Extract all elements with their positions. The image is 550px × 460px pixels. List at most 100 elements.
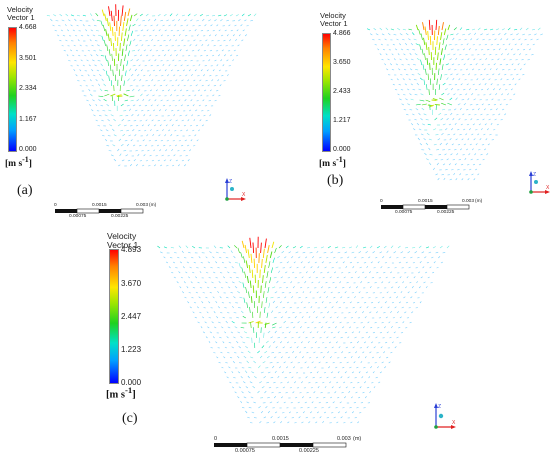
velocity-vector (334, 326, 337, 329)
velocity-vector (130, 59, 134, 62)
velocity-vector (138, 104, 142, 107)
velocity-vector (253, 401, 256, 404)
velocity-vector (419, 261, 422, 264)
velocity-vector (299, 351, 302, 354)
velocity-vector (348, 286, 351, 289)
velocity-vector (126, 18, 129, 27)
velocity-vector (394, 48, 398, 51)
velocity-vector (510, 33, 513, 36)
velocity-vector (381, 59, 384, 61)
velocity-vector (409, 68, 413, 71)
velocity-vector (224, 331, 227, 334)
velocity-vector (275, 346, 278, 349)
velocity-vector (118, 138, 122, 142)
velocity-vector (486, 33, 489, 36)
velocity-vector (229, 14, 233, 17)
velocity-vector (129, 164, 133, 167)
velocity-vector (438, 84, 441, 91)
velocity-vector (496, 43, 500, 46)
velocity-vector (333, 296, 336, 299)
velocity-vector (489, 68, 492, 71)
velocity-vector (466, 109, 469, 111)
velocity-vector (215, 341, 218, 344)
velocity-vector (468, 114, 471, 116)
velocity-vector (298, 336, 301, 339)
velocity-vector (189, 149, 192, 152)
velocity-vector (351, 396, 353, 399)
velocity-vector (291, 296, 294, 299)
velocity-vector (108, 150, 112, 152)
velocity-vector (253, 258, 256, 269)
velocity-vector (525, 54, 528, 56)
velocity-vector (158, 29, 161, 32)
velocity-vector (133, 38, 136, 42)
velocity-vector (166, 19, 169, 22)
velocity-vector (233, 312, 237, 314)
velocity-vector (208, 100, 211, 102)
velocity-vector (246, 25, 249, 27)
velocity-vector (390, 245, 394, 249)
velocity-vector (347, 336, 350, 339)
velocity-vector (466, 148, 469, 151)
velocity-vector (229, 276, 232, 279)
velocity-vector (390, 286, 394, 289)
velocity-vector (192, 25, 195, 27)
velocity-vector (409, 93, 412, 96)
velocity-vector (362, 351, 365, 354)
velocity-vector (324, 386, 327, 389)
velocity-vector (305, 336, 308, 339)
velocity-vector (203, 50, 206, 52)
velocity-vector (335, 261, 338, 264)
velocity-vector (327, 351, 330, 354)
velocity-vector (482, 118, 485, 121)
velocity-vector (184, 139, 187, 142)
velocity-vector (321, 301, 324, 304)
velocity-vector (206, 54, 209, 57)
velocity-vector (365, 251, 368, 254)
velocity-vector (342, 287, 345, 289)
velocity-vector (224, 346, 227, 349)
velocity-vector (330, 251, 334, 254)
velocity-vector (273, 276, 277, 279)
velocity-vector (120, 129, 124, 132)
velocity-vector (405, 43, 408, 46)
velocity-vector (319, 416, 322, 419)
velocity-vector (145, 160, 149, 162)
velocity-vector (167, 89, 170, 92)
velocity-vector (267, 245, 270, 254)
velocity-vector (101, 35, 104, 42)
scale-bar-a (55, 208, 144, 214)
velocity-vector (101, 9, 105, 17)
velocity-vector (366, 306, 369, 309)
velocity-vector (266, 381, 269, 384)
velocity-vector (121, 118, 125, 122)
velocity-vector (498, 88, 501, 91)
velocity-vector (340, 416, 343, 419)
velocity-vector (163, 79, 166, 82)
velocity-vector (372, 251, 375, 254)
velocity-vector (426, 84, 428, 91)
velocity-vector (498, 33, 501, 36)
velocity-vector (185, 245, 189, 249)
velocity-vector (442, 38, 445, 46)
velocity-vector (423, 79, 426, 86)
velocity-vector (424, 256, 427, 259)
velocity-vector (148, 99, 151, 102)
velocity-vector (370, 366, 373, 369)
velocity-vector (477, 133, 480, 136)
velocity-vector (390, 351, 393, 354)
velocity-vector (149, 114, 152, 117)
velocity-vector (407, 103, 411, 106)
velocity-vector (522, 49, 526, 51)
velocity-vector (464, 157, 467, 161)
velocity-vector (370, 302, 374, 304)
velocity-vector (192, 65, 195, 67)
velocity-vector (190, 99, 193, 102)
velocity-vector (145, 119, 148, 122)
velocity-vector (131, 73, 134, 77)
velocity-vector (185, 114, 188, 117)
velocity-vector (420, 33, 423, 41)
velocity-vector (264, 322, 267, 329)
velocity-vector (447, 93, 450, 96)
velocity-vector (212, 296, 215, 299)
